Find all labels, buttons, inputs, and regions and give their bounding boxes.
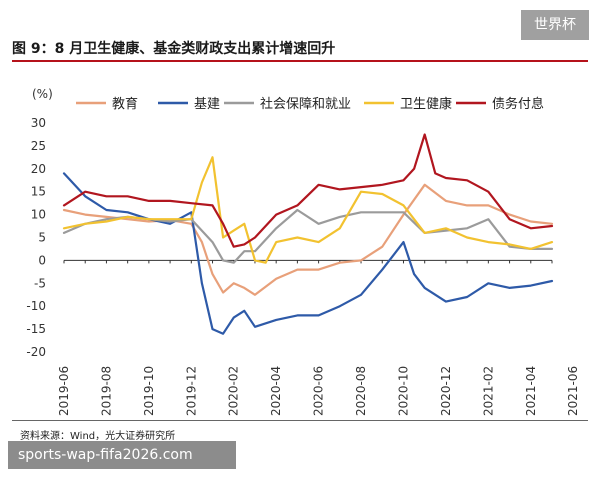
x-tick-label: 2020-06 bbox=[312, 366, 326, 416]
y-tick-label: -5 bbox=[34, 276, 46, 290]
legend-label: 基建 bbox=[194, 97, 220, 112]
x-tick-label: 2020-04 bbox=[269, 366, 283, 416]
x-tick-label: 2021-06 bbox=[566, 366, 580, 416]
legend-label: 债务付息 bbox=[492, 96, 544, 112]
source-note: 资料来源：Wind，光大证券研究所 bbox=[20, 431, 176, 442]
x-tick-label: 2019-12 bbox=[184, 366, 198, 416]
x-tick-label: 2021-02 bbox=[481, 366, 495, 416]
x-tick-label: 2021-04 bbox=[524, 366, 538, 416]
x-tick-label: 2020-12 bbox=[439, 366, 453, 416]
x-tick-label: 2019-08 bbox=[99, 366, 113, 416]
watermark-badge: 世界杯 bbox=[521, 10, 589, 40]
y-tick-label: 15 bbox=[31, 185, 46, 199]
y-tick-label: 5 bbox=[38, 231, 46, 245]
legend-label: 卫生健康 bbox=[400, 96, 452, 112]
series-line bbox=[62, 133, 554, 248]
y-axis-unit-label: (%) bbox=[32, 87, 53, 101]
y-tick-label: -10 bbox=[26, 299, 46, 313]
legend-label: 社会保障和就业 bbox=[260, 96, 351, 112]
y-tick-label: 0 bbox=[38, 253, 46, 267]
x-tick-label: 2019-10 bbox=[142, 366, 156, 416]
site-watermark: sports-wap-fifa2026.com bbox=[8, 441, 236, 469]
x-tick-label: 2020-10 bbox=[396, 366, 410, 416]
footer-rule bbox=[12, 420, 588, 421]
title-rule bbox=[12, 60, 588, 62]
x-tick-label: 2019-06 bbox=[57, 366, 71, 416]
series-line bbox=[62, 156, 554, 264]
y-tick-label: 10 bbox=[31, 208, 46, 222]
y-tick-label: 30 bbox=[31, 116, 46, 130]
y-tick-label: -15 bbox=[26, 322, 46, 336]
y-tick-label: 20 bbox=[31, 162, 46, 176]
y-tick-label: -20 bbox=[26, 345, 46, 359]
chart-title: 图 9：8 月卫生健康、基金类财政支出累计增速回升 bbox=[12, 41, 336, 57]
x-tick-label: 2020-02 bbox=[227, 366, 241, 416]
x-tick-label: 2020-08 bbox=[354, 366, 368, 416]
legend-label: 教育 bbox=[112, 96, 138, 112]
y-tick-label: 25 bbox=[31, 139, 46, 153]
series-line bbox=[62, 172, 554, 335]
